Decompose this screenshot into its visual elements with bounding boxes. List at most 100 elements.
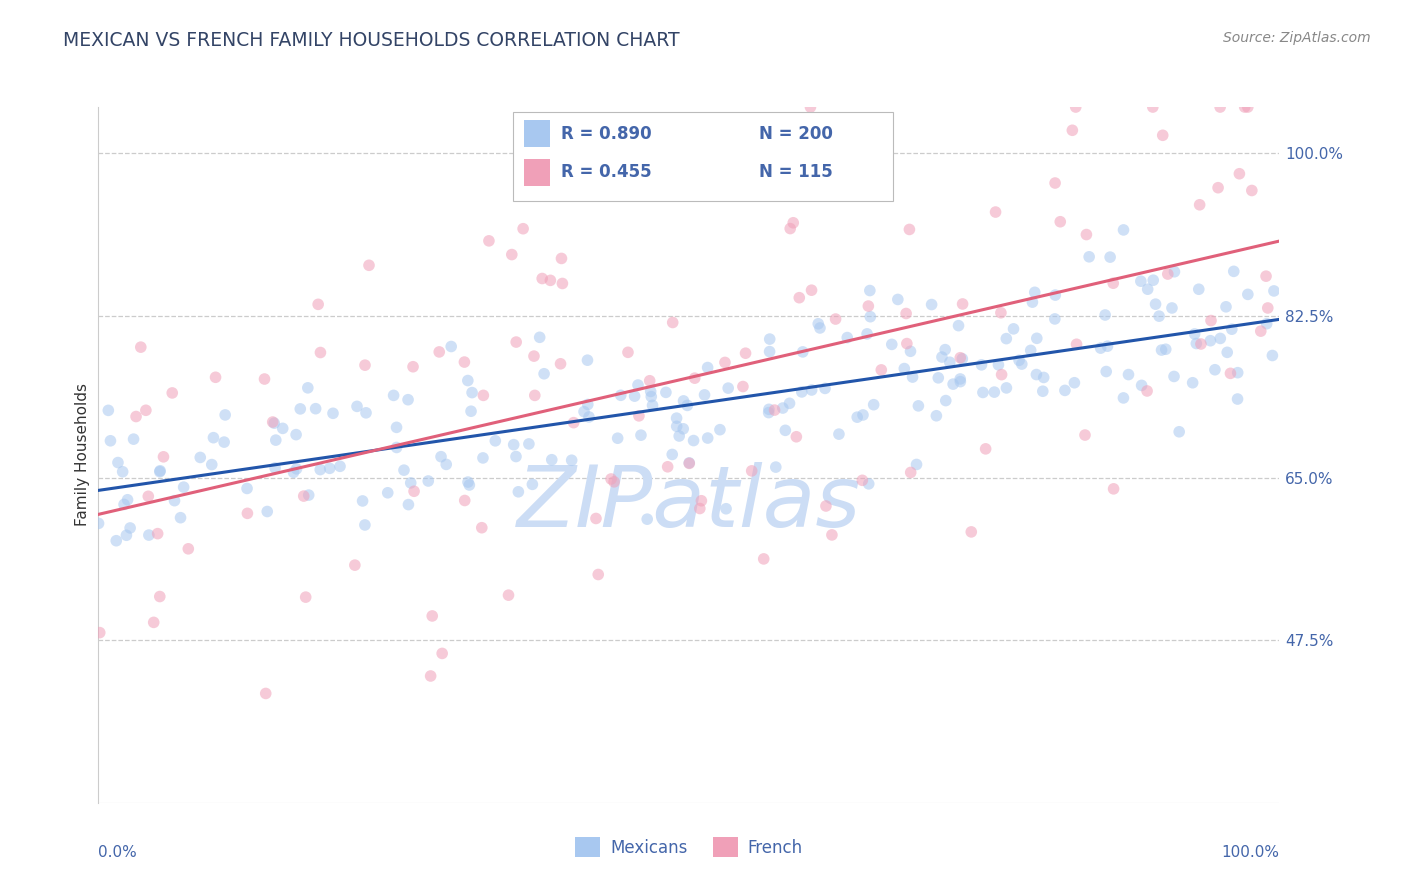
Point [627,409,650,423]
Point [821,528,844,542]
Point [540,452,562,467]
Point [1130,378,1153,392]
Point [1112,391,1135,405]
Point [1144,297,1167,311]
Point [100,434,122,448]
Point [551,277,574,291]
Point [1097,339,1119,353]
Point [149,465,172,479]
Point [696,360,718,375]
Point [636,512,658,526]
Point [1025,368,1047,382]
Point [1032,370,1054,384]
Point [152,450,174,464]
Point [484,434,506,448]
Point [1099,250,1122,264]
Point [396,498,419,512]
Point [790,384,813,399]
Point [111,465,134,479]
Point [212,435,235,450]
Point [354,518,377,533]
Point [894,306,917,320]
Point [1163,369,1185,384]
Point [418,474,440,488]
Point [457,374,479,388]
Point [655,385,678,400]
Point [1226,366,1249,380]
Point [561,453,583,467]
Point [862,398,884,412]
Point [762,176,785,190]
Point [253,372,276,386]
Point [630,428,652,442]
Point [1102,482,1125,496]
Point [893,361,915,376]
Point [1066,337,1088,351]
Point [329,459,352,474]
Point [640,390,662,404]
Point [678,456,700,470]
Point [419,669,441,683]
Point [779,396,801,410]
Point [682,434,704,448]
Point [505,334,527,349]
Point [512,221,534,235]
Point [304,401,326,416]
Point [204,370,226,384]
Point [434,458,457,472]
Point [814,381,837,395]
Point [125,409,148,424]
Point [983,385,1005,400]
Point [354,406,377,420]
Point [385,420,408,434]
Point [576,397,599,411]
Point [858,299,880,313]
Point [1184,326,1206,341]
Point [763,403,786,417]
Point [792,345,814,359]
Point [1226,392,1249,406]
Point [1147,309,1170,323]
Point [925,409,948,423]
Point [136,489,159,503]
Point [731,379,754,393]
Point [1008,353,1031,368]
Point [960,524,983,539]
Point [1032,384,1054,399]
Point [309,462,332,476]
Point [785,430,807,444]
Point [640,384,662,399]
Point [1188,282,1211,296]
Point [948,318,970,333]
Point [859,310,882,324]
Point [578,409,600,424]
Point [396,392,419,407]
Point [807,317,830,331]
Point [1078,250,1101,264]
Point [271,421,294,435]
Point [672,393,695,408]
Point [1094,308,1116,322]
Point [799,100,821,114]
Point [1236,100,1258,114]
Point [1152,128,1174,143]
Point [129,340,152,354]
Point [471,521,494,535]
Point [263,416,285,430]
Point [1025,331,1047,345]
Point [163,493,186,508]
Text: N = 200: N = 200 [759,125,834,143]
Point [264,433,287,447]
Point [1157,267,1180,281]
Point [859,284,882,298]
Point [322,406,344,420]
Point [779,221,801,235]
Point [236,506,259,520]
Point [120,521,142,535]
Point [846,410,869,425]
Point [689,501,711,516]
Point [950,351,973,366]
Point [1076,227,1098,242]
Point [97,403,120,417]
Point [264,461,287,475]
